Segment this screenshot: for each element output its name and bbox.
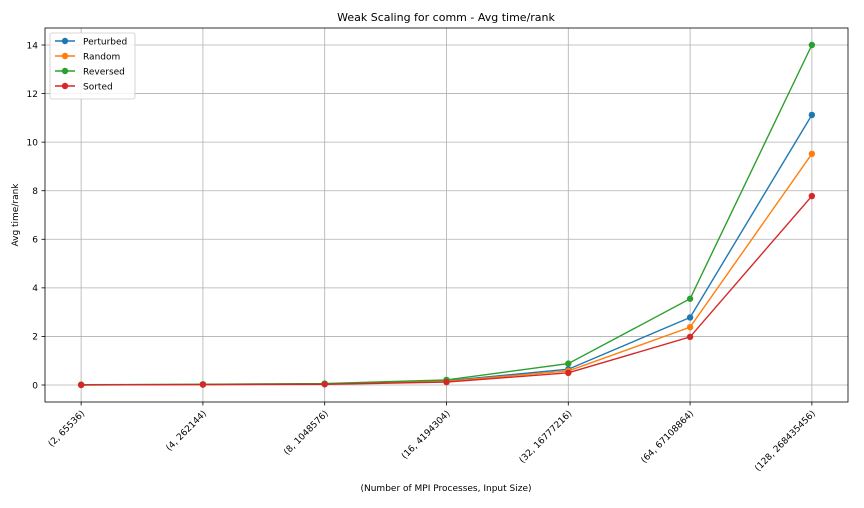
x-tick-label: (2, 65536) [47,409,87,449]
x-tick-label: (128, 268435456) [753,409,818,474]
chart-title: Weak Scaling for comm - Avg time/rank [337,11,555,24]
y-tick-label: 0 [32,381,38,391]
legend-label: Reversed [83,67,125,77]
y-axis-ticks: 0 2 4 6 8 10 12 14 [27,41,45,391]
data-point-sorted [321,381,328,388]
legend-box [49,32,136,100]
x-tick-label: (8, 1048576) [282,409,330,457]
y-tick-label: 6 [32,236,38,246]
data-point-reversed [565,360,572,367]
data-point-random [686,324,694,331]
y-tick-label: 8 [32,187,38,197]
y-tick-label: 12 [27,90,38,100]
grid-lines [45,28,848,402]
y-tick-label: 14 [27,41,39,51]
legend-marker [61,82,69,90]
y-tick-label: 10 [27,138,39,148]
x-tick-label: (16, 4194304) [400,409,453,462]
data-point-sorted [443,378,450,386]
data-point-sorted [686,333,694,341]
data-point-sorted [565,369,572,377]
data-point-reversed [686,295,694,302]
x-tick-label: (32, 16777216) [518,409,575,466]
data-point-sorted [77,381,85,389]
y-tick-label: 2 [32,333,38,343]
y-tick-label: 4 [32,284,38,294]
data-point-reversed [808,41,816,49]
data-point-perturbed [808,111,816,119]
legend-marker [61,67,69,75]
legend-marker [61,52,69,60]
series-layer [77,41,816,389]
data-point-perturbed [686,314,694,321]
x-tick-label: (64, 67108864) [640,409,697,466]
x-axis-ticks: (2, 65536) (4, 262144) (8, 1048576) (16, 41… [47,402,818,474]
legend-marker [61,37,69,45]
x-axis-label: (Number of MPI Processes, Input Size) [360,484,531,494]
data-point-sorted [808,192,816,200]
legend: Perturbed Random Reversed Sorted [49,32,136,100]
legend-label: Perturbed [83,37,127,47]
data-point-sorted [199,381,207,388]
data-point-random [808,150,816,157]
x-tick-label: (4, 262144) [165,409,209,453]
legend-label: Random [83,52,120,62]
legend-label: Sorted [83,82,113,92]
y-axis-label: Avg time/rank [11,183,21,247]
